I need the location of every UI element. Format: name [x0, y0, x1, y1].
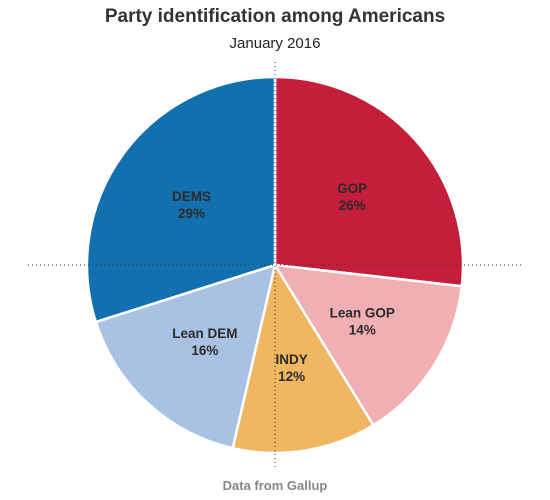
- slice-label-gop: GOP 26%: [337, 181, 367, 213]
- pie-slice-gop: [273, 75, 465, 288]
- chart-subtitle: January 2016: [229, 35, 321, 52]
- pie-slice-dems: [85, 75, 277, 324]
- pie-slice-lean-dem: [94, 263, 277, 450]
- pie-slice-lean-gop: [272, 263, 464, 427]
- chart-title: Party identification among Americans: [104, 6, 446, 27]
- slice-label-lean-dem: Lean DEM 16%: [172, 326, 237, 358]
- pie-slices: [85, 75, 465, 455]
- slice-label-lean-gop: Lean GOP 14%: [330, 306, 395, 338]
- slice-label-dems: DEMS 29%: [172, 189, 211, 221]
- slice-label-indy: INDY 12%: [276, 352, 308, 384]
- chart-source-note: Data from Gallup: [222, 478, 328, 493]
- pie-slice-indy: [231, 261, 376, 455]
- pie-labels: GOP 26% Lean GOP 14% INDY 12% Lean DEM 16% DEMS 2…: [172, 181, 395, 384]
